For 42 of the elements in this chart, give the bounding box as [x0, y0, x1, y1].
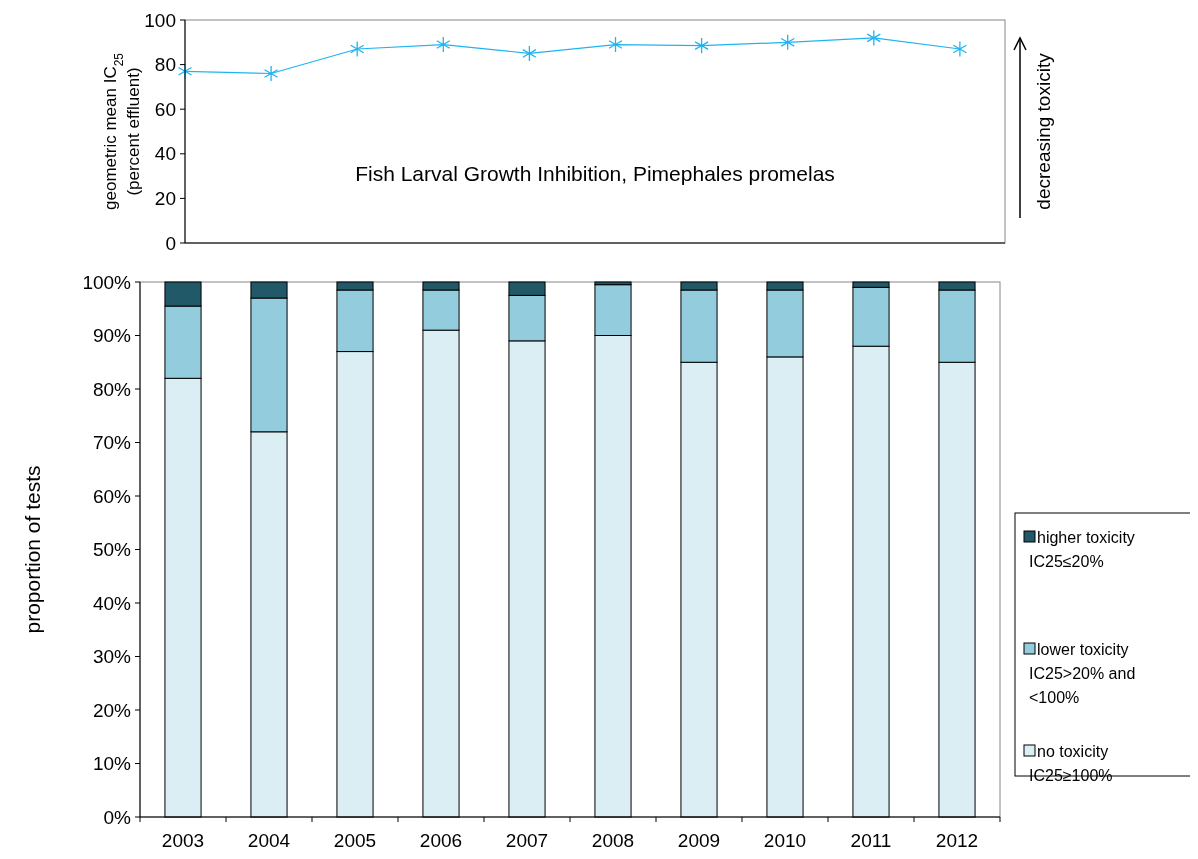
x-tick-label: 2003: [161, 830, 205, 851]
point: [436, 36, 451, 53]
y-tick-label: 20: [154, 188, 176, 210]
point: [866, 29, 881, 47]
point: [522, 45, 537, 62]
point: [263, 65, 279, 82]
y-tick-label: 0%: [103, 806, 132, 828]
point: [350, 40, 365, 58]
y-tick-label: 60: [154, 98, 176, 120]
x-tick-label: 2009: [677, 830, 721, 851]
x-tick-label: 2010: [763, 830, 807, 851]
legend-label: no toxicity IC25≥100%: [1029, 743, 1113, 784]
y-tick-label: 10%: [92, 753, 132, 775]
y-tick-label: 0: [165, 232, 176, 254]
x-tick-label: 2004: [247, 830, 291, 851]
y-tick-label: 90%: [92, 325, 132, 347]
y-axis-title: proportion of tests: [21, 465, 44, 634]
y-tick-label: 100%: [82, 271, 132, 293]
point: [952, 40, 968, 58]
x-tick-label: 2007: [505, 830, 549, 851]
y-tick-label: 40: [154, 143, 176, 165]
annotation: Fish Larval Growth Inhibition, Pimephales promelas: [355, 161, 835, 185]
text: decreasing toxicity: [1033, 52, 1054, 210]
y-tick-label: 80%: [92, 378, 132, 400]
x-tick-label: 2011: [850, 830, 892, 851]
y-tick-label: 50%: [92, 539, 132, 561]
y-tick-label: 20%: [92, 699, 132, 721]
legend-label: higher toxicity IC25≤20%: [1029, 529, 1135, 570]
point: [608, 36, 623, 53]
legend-label: lower toxicity IC25>20% and <100%: [1029, 641, 1136, 706]
x-tick-label: 2006: [419, 830, 463, 851]
x-tick-label: 2008: [591, 830, 635, 851]
x-tick-label: 2012: [935, 830, 979, 851]
y-tick-label: 30%: [92, 646, 132, 668]
y-tick-label: 80: [154, 54, 176, 76]
x-tick-label: 2005: [333, 830, 377, 851]
point: [780, 34, 795, 51]
y-tick-label: 100: [144, 9, 176, 31]
y-tick-label: 70%: [92, 432, 132, 454]
y-tick-label: 60%: [92, 485, 132, 507]
point: [694, 37, 709, 54]
y-tick-label: 40%: [92, 592, 132, 614]
